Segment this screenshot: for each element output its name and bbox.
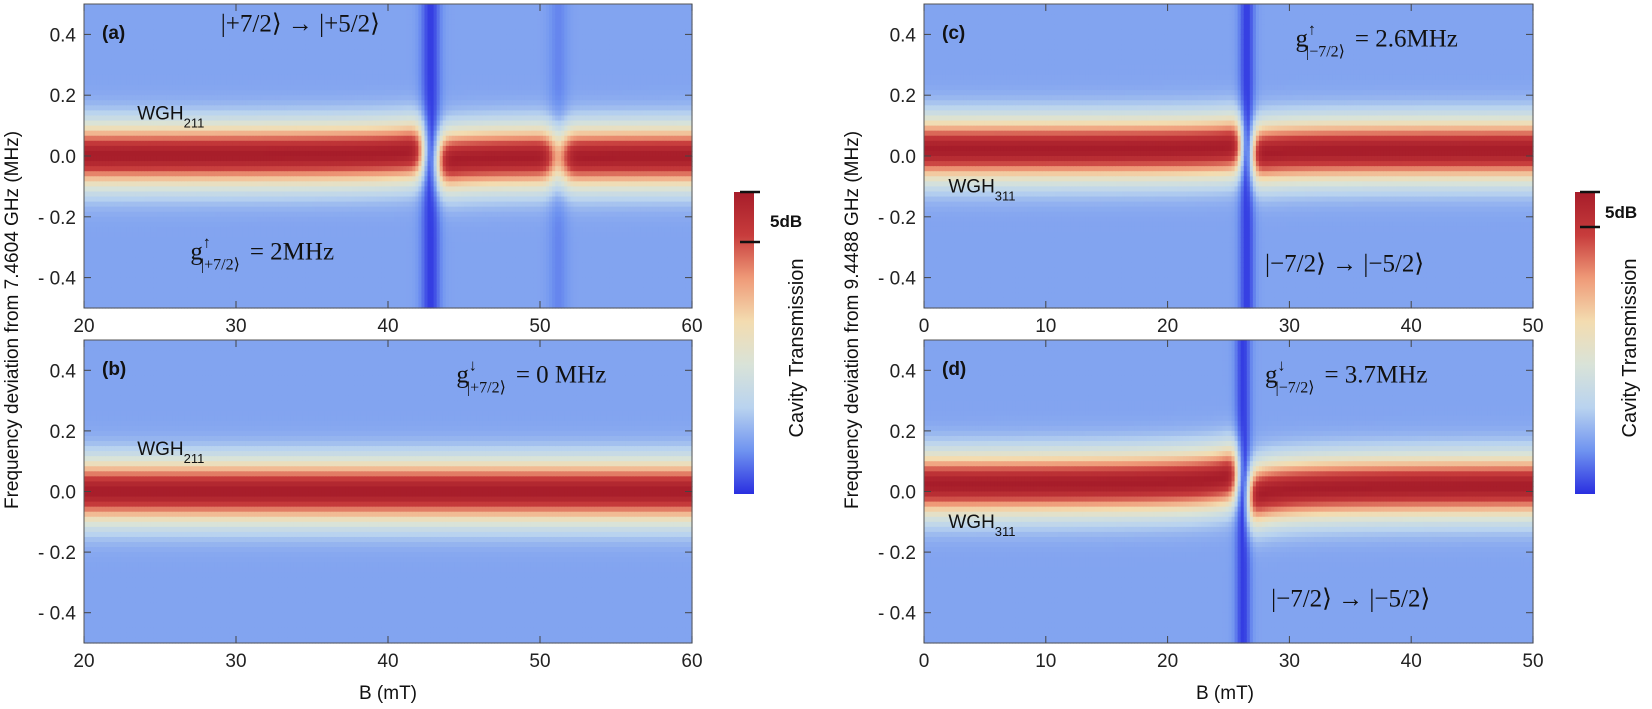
panel-a: 0.40.20.0- 0.2- 0.420 30 40 50 60 (a) WGH211…	[38, 4, 703, 337]
panel-a-heatmap	[84, 4, 693, 309]
figure: 0.40.20.0- 0.2- 0.420 30 40 50 60 (a) WGH211…	[0, 0, 1652, 709]
